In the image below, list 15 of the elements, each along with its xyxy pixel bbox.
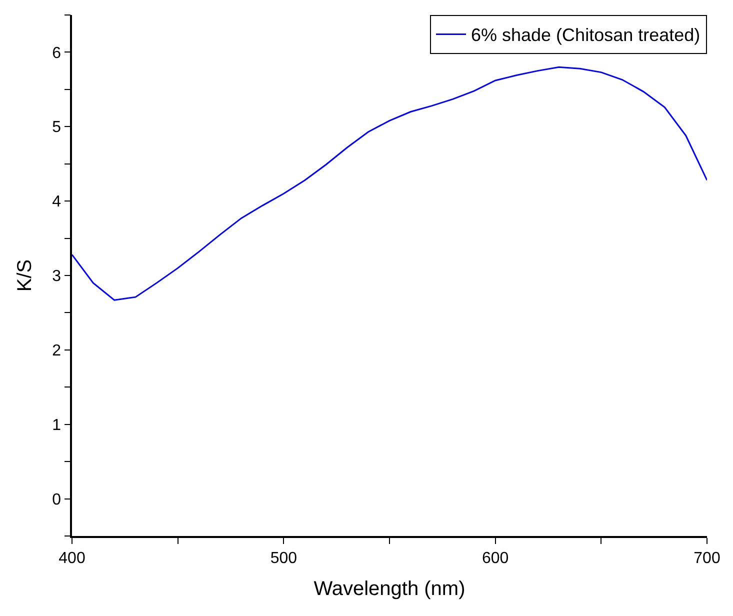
y-tick-label: 4 (52, 194, 62, 211)
y-tick-label: 0 (52, 491, 62, 508)
x-tick-label: 400 (58, 550, 86, 567)
x-tick-label: 500 (270, 550, 298, 567)
y-tick-label: 6 (52, 44, 62, 62)
x-tick-label: 600 (482, 550, 509, 567)
x-axis-title: Wavelength (nm) (314, 578, 466, 600)
y-axis-title: K/S (14, 259, 36, 292)
line-series (72, 66, 707, 301)
x-tick-label: 700 (694, 550, 720, 567)
y-tick-label: 2 (52, 342, 62, 360)
legend-label: 6% shade (Chitosan treated) (471, 25, 700, 46)
y-tick-label: 1 (52, 416, 62, 434)
y-tick-label: 5 (52, 119, 62, 136)
y-tick-label: 3 (52, 268, 62, 286)
